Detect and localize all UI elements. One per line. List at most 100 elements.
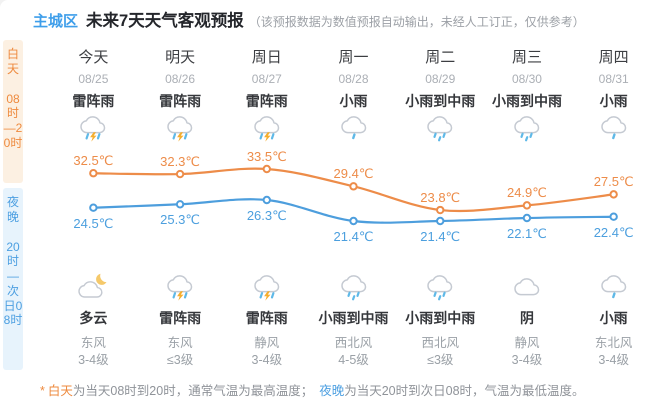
day-name: 周四: [598, 49, 629, 66]
moderate-rain-icon: [511, 112, 543, 143]
day-name: 周二: [425, 49, 456, 66]
high-temp-label: 24.9℃: [506, 185, 547, 201]
low-temp-point: [175, 200, 185, 209]
light-rain-icon: [598, 271, 630, 302]
low-temp-point: [609, 212, 618, 221]
footnote-night-label: 夜晚: [319, 384, 345, 398]
thunderstorm-icon: [251, 271, 283, 302]
footnote: * 白天为当天08时到20时，通常气温为最高温度； 夜晚为当天20时到次日08时，气…: [40, 380, 585, 399]
low-temp-label: 26.3℃: [246, 208, 287, 223]
wind-level: 3-4级: [511, 353, 543, 367]
day-row: 今天 08/25 雷阵雨 明天 08/26 雷阵雨 周日 08/27 雷阵雨 周…: [50, 40, 657, 146]
day-condition: 小雨: [339, 93, 368, 109]
night-strip-label: 夜晚: [6, 195, 19, 224]
footnote-day-text: 为当天08时到20时，通常气温为最高温度；: [72, 384, 314, 398]
page-title: 未来7天天气客观预报: [86, 12, 244, 30]
high-temp-label: 32.5℃: [73, 153, 114, 169]
day-condition: 雷阵雨: [159, 93, 202, 109]
night-condition: 阴: [519, 310, 534, 326]
low-temp-point: [349, 216, 358, 226]
forecast-night-column: 小雨到中雨 西北风 ≤3级: [397, 268, 484, 367]
night-condition: 小雨: [599, 310, 628, 326]
forecast-day-column: 周四 08/31 小雨: [570, 40, 657, 146]
wind-level: 3-4级: [251, 353, 283, 367]
forecast-night-column: 雷阵雨 静风 3-4级: [223, 268, 310, 367]
wind-level: ≤3级: [427, 353, 454, 367]
wind-direction: 静风: [254, 336, 280, 350]
forecast-night-column: 小雨到中雨 西北风 4-5级: [310, 268, 397, 367]
forecast-night-column: 小雨 东北风 3-4级: [570, 268, 657, 367]
day-name: 周三: [511, 49, 542, 66]
footnote-day-label: 白天: [47, 384, 73, 398]
day-date: 08/27: [251, 72, 282, 86]
day-name: 周一: [338, 49, 369, 66]
low-temp-point: [436, 216, 445, 226]
day-condition: 雷阵雨: [245, 93, 288, 109]
night-strip: 夜晚 20时—次日08时: [3, 188, 23, 370]
thunderstorm-icon: [164, 271, 196, 302]
high-temp-label: 32.3℃: [160, 154, 201, 170]
thunderstorm-icon: [164, 112, 196, 143]
low-temp-point: [262, 195, 271, 205]
high-temp-point: [89, 169, 98, 178]
day-date: 08/29: [425, 72, 456, 86]
high-temp-point: [262, 164, 271, 174]
low-temp-point: [89, 203, 98, 212]
night-condition: 雷阵雨: [159, 310, 202, 326]
wind-level: 3-4级: [78, 353, 109, 367]
low-temp-label: 24.5℃: [73, 215, 114, 231]
temperature-chart: 32.5℃ 24.5℃ 32.3℃ 25.3℃ 33.5℃ 26.3℃ 29.4℃ 21.4℃…: [50, 145, 657, 255]
moderate-rain-icon: [424, 112, 456, 143]
wind-level: 3-4级: [598, 353, 629, 367]
day-condition: 小雨: [599, 93, 628, 109]
day-date: 08/28: [338, 72, 369, 86]
day-condition: 小雨到中雨: [491, 93, 562, 109]
day-name: 明天: [165, 49, 196, 66]
high-temp-label: 29.4℃: [333, 166, 374, 182]
low-temp-label: 21.4℃: [333, 229, 374, 244]
daytime-strip-hours: 08时—20时: [3, 91, 23, 150]
high-temp-point: [522, 201, 532, 210]
forecast-night-column: 雷阵雨 东风 ≤3级: [137, 268, 224, 367]
day-date: 08/31: [598, 72, 629, 86]
moderate-rain-icon: [424, 271, 456, 302]
day-name: 今天: [78, 49, 109, 66]
night-row: 多云 东风 3-4级 雷阵雨 东风 ≤3级 雷阵雨 静风 3-4级 小雨到中雨 …: [50, 268, 657, 367]
night-condition: 雷阵雨: [245, 310, 288, 326]
high-temp-point: [436, 205, 445, 215]
high-temp-label: 27.5℃: [593, 174, 634, 190]
night-condition: 小雨到中雨: [318, 310, 389, 326]
footnote-night-text: 为当天20时到次日08时，气温为最低温度。: [344, 384, 585, 398]
low-temp-label: 22.1℃: [506, 226, 547, 241]
moderate-rain-icon: [338, 271, 370, 302]
forecast-day-column: 周日 08/27 雷阵雨: [223, 40, 310, 146]
night-strip-hours: 20时—次日08时: [3, 239, 23, 328]
high-temp-label: 23.8℃: [420, 190, 461, 206]
forecast-day-column: 周三 08/30 小雨到中雨: [484, 40, 571, 146]
wind-direction: 西北风: [421, 336, 459, 350]
wind-level: ≤3级: [166, 353, 194, 367]
header: 主城区 未来7天天气客观预报 （该预报数据为数值预报自动输出，未经人工订正，仅供…: [33, 7, 585, 31]
wind-direction: 东风: [167, 336, 193, 350]
forecast-night-column: 多云 东风 3-4级: [50, 268, 137, 367]
footnote-star: *: [40, 384, 45, 398]
forecast-day-column: 今天 08/25 雷阵雨: [50, 40, 137, 146]
thunderstorm-icon: [77, 112, 109, 143]
forecast-day-column: 周一 08/28 小雨: [310, 40, 397, 146]
high-temp-point: [349, 182, 358, 191]
wind-direction: 静风: [514, 336, 540, 350]
wind-level: 4-5级: [338, 353, 369, 367]
region-link[interactable]: 主城区: [33, 13, 79, 30]
low-temp-point: [522, 213, 532, 223]
low-temp-label: 21.4℃: [420, 229, 461, 244]
day-condition: 雷阵雨: [72, 93, 115, 109]
forecast-night-column: 阴 静风 3-4级: [484, 268, 571, 367]
wind-direction: 东北风: [594, 336, 633, 350]
high-temp-label: 33.5℃: [246, 149, 287, 164]
daytime-strip: 白天 08时—20时: [3, 40, 23, 183]
light-rain-icon: [598, 112, 630, 143]
night-condition: 多云: [79, 310, 108, 326]
high-temp-point: [175, 169, 185, 179]
thunderstorm-icon: [251, 112, 283, 143]
